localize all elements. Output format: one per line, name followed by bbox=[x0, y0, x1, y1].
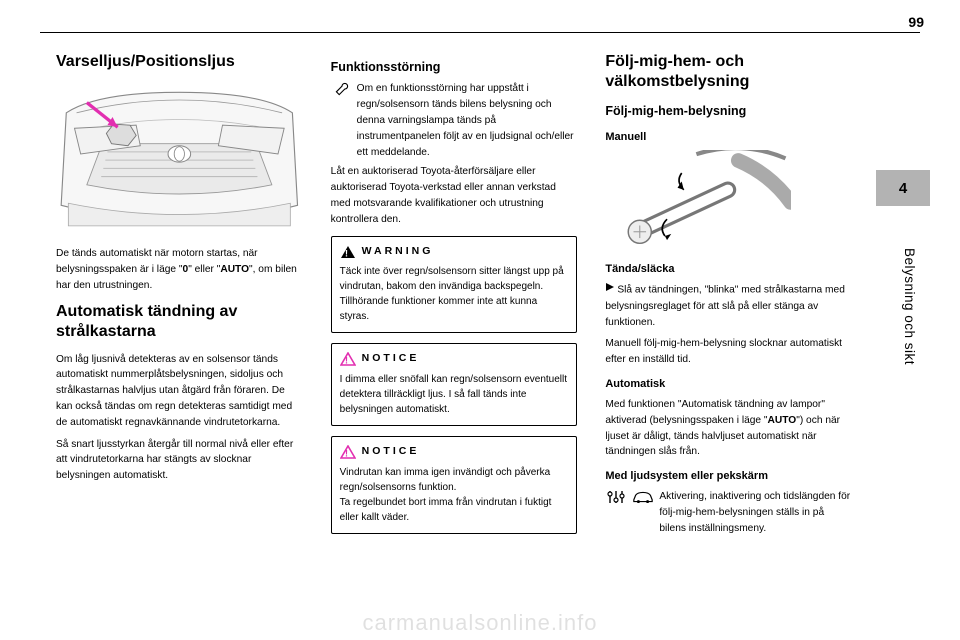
notice-box-2: ! NOTICE Vindrutan kan imma igen invändi… bbox=[331, 436, 578, 534]
stalk-svg bbox=[623, 150, 791, 255]
svg-text:!: ! bbox=[345, 449, 351, 459]
para-auto-mode: Med funktionen "Automatisk tändning av l… bbox=[605, 397, 852, 460]
label-ljudsystem: Med ljudsystem eller pekskärm bbox=[605, 468, 852, 485]
svg-text:!: ! bbox=[345, 248, 351, 258]
para-stalk: Slå av tändningen, "blinka" med strålkas… bbox=[605, 282, 852, 330]
label-manuell: Manuell bbox=[605, 129, 852, 146]
car-icon bbox=[631, 489, 655, 505]
label-automatisk: Automatisk bbox=[605, 376, 852, 393]
notice-title-2: NOTICE bbox=[362, 444, 420, 460]
text: " eller " bbox=[188, 264, 220, 275]
warning-box: ! WARNING Täck inte över regn/solsensorn… bbox=[331, 236, 578, 334]
wrench-icon bbox=[331, 81, 353, 97]
text: Slå av tändningen, "blinka" med strålkas… bbox=[605, 285, 845, 328]
figure-car-front bbox=[56, 82, 303, 236]
column-1: Varselljus/Positionsljus bbox=[56, 52, 303, 614]
warning-body: Täck inte över regn/solsensorn sitter lä… bbox=[340, 264, 569, 324]
watermark: carmanualsonline.info bbox=[362, 610, 597, 636]
bold-auto: AUTO bbox=[220, 264, 249, 275]
notice-body-2a: Vindrutan kan imma igen invändigt och på… bbox=[340, 465, 569, 495]
warning-title-row: ! WARNING bbox=[340, 244, 569, 260]
subheading-folj: Följ-mig-hem-belysning bbox=[605, 102, 852, 121]
heading-varselljus: Varselljus/Positionsljus bbox=[56, 52, 303, 72]
notice-body-2b: Ta regelbundet bort imma från vindrutan … bbox=[340, 495, 569, 525]
notice-triangle-icon: ! bbox=[340, 445, 356, 459]
notice-title-1: NOTICE bbox=[362, 351, 420, 367]
warning-triangle-icon: ! bbox=[340, 245, 356, 259]
section-number: 4 bbox=[899, 180, 907, 197]
notice-title-row-1: ! NOTICE bbox=[340, 351, 569, 367]
para-autostart: De tänds automatiskt när motorn startas,… bbox=[56, 246, 303, 293]
top-rule bbox=[40, 32, 920, 33]
bold-auto: AUTO bbox=[768, 415, 797, 426]
heading-funktionsstorning: Funktionsstörning bbox=[331, 58, 578, 77]
notice-title-row-2: ! NOTICE bbox=[340, 444, 569, 460]
notice-body-1: I dimma eller snöfall kan regn/solsensor… bbox=[340, 372, 569, 417]
warning-title: WARNING bbox=[362, 244, 434, 260]
icon-paragraph-malfunction: Om en funktionsstörning har uppstått i r… bbox=[331, 81, 578, 160]
car-front-svg bbox=[56, 82, 303, 236]
icon-paragraph-settings: Aktivering, inaktivering och tidslängden… bbox=[605, 489, 852, 536]
para-auto-1: Om låg ljusnivå detekteras av en solsens… bbox=[56, 352, 303, 431]
para-malfunction-1: Om en funktionsstörning har uppstått i r… bbox=[357, 81, 578, 160]
figure-stalk bbox=[623, 150, 791, 255]
para-malfunction-2: Låt en auktoriserad Toyota-återförsäljar… bbox=[331, 164, 578, 227]
notice-triangle-icon: ! bbox=[340, 352, 356, 366]
para-settings: Aktivering, inaktivering och tidslängden… bbox=[659, 489, 852, 536]
section-tab: 4 bbox=[876, 170, 930, 206]
notice-box-1: ! NOTICE I dimma eller snöfall kan regn/… bbox=[331, 343, 578, 426]
section-label: Belysning och sikt bbox=[902, 248, 917, 365]
column-2: Funktionsstörning Om en funktionsstörnin… bbox=[331, 52, 578, 614]
heading-auto-tandning: Automatisk tändning av strålkastarna bbox=[56, 302, 303, 342]
para-stalk-2: Manuell följ-mig-hem-belysning slocknar … bbox=[605, 336, 852, 368]
column-3: Följ-mig-hem- och välkomstbelysning Följ… bbox=[605, 52, 852, 614]
label-tanda-slacka: Tända/släcka bbox=[605, 261, 852, 278]
svg-text:!: ! bbox=[345, 356, 351, 366]
play-icon bbox=[605, 282, 615, 298]
sliders-icon bbox=[605, 489, 627, 505]
content-columns: Varselljus/Positionsljus bbox=[56, 52, 852, 614]
page-number: 99 bbox=[908, 14, 924, 30]
para-auto-2: Så snart ljusstyrkan återgår till normal… bbox=[56, 437, 303, 484]
heading-folj-mig-hem: Följ-mig-hem- och välkomstbelysning bbox=[605, 52, 852, 92]
